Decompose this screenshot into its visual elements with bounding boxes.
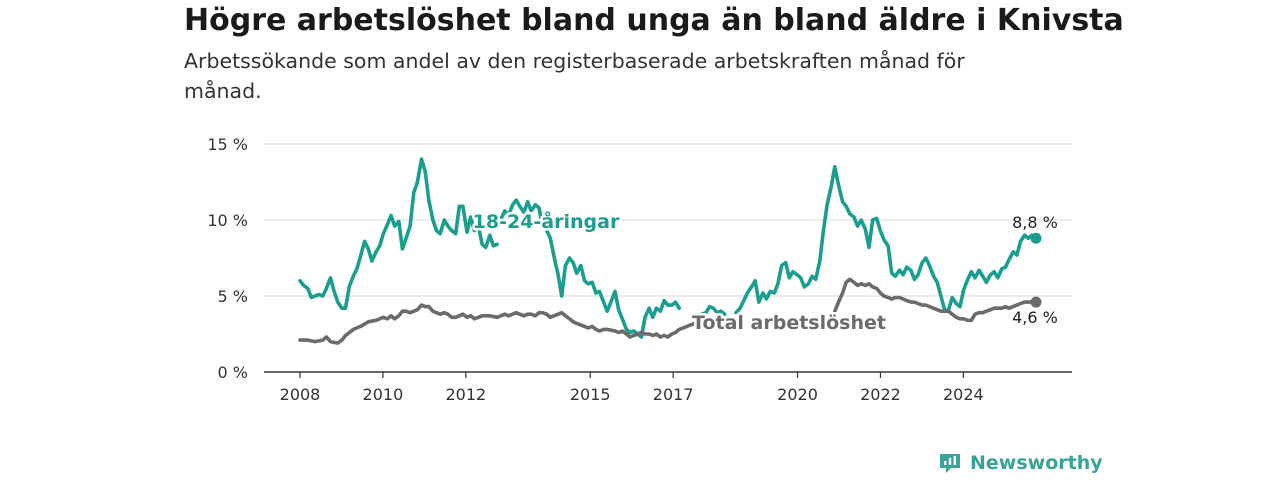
series-line-total bbox=[833, 277, 1038, 323]
chart-subtitle: Arbetssökande som andel av den registerb… bbox=[184, 49, 965, 103]
series-label-total-halo: Total arbetslöshet bbox=[692, 312, 886, 334]
x-tick-label: 2008 bbox=[280, 385, 321, 404]
series-label-18-24: 18-24-åringar bbox=[473, 209, 620, 233]
y-tick-label: 5 % bbox=[218, 287, 248, 306]
series-line-18-24 bbox=[700, 304, 727, 316]
x-tick-label: 2020 bbox=[777, 385, 818, 404]
x-tick-label: 2010 bbox=[363, 385, 404, 404]
newsworthy-logo-icon bbox=[940, 454, 960, 473]
end-label-18-24: 8,8 % bbox=[1012, 213, 1058, 232]
newsworthy-logo-text: Newsworthy bbox=[970, 452, 1103, 474]
y-tick-label: 0 % bbox=[218, 363, 248, 382]
chart-title: Högre arbetslöshet bland unga än bland ä… bbox=[184, 3, 1124, 38]
x-tick-label: 2012 bbox=[445, 385, 486, 404]
end-label-total: 4,6 % bbox=[1012, 308, 1058, 327]
newsworthy-logo[interactable]: Newsworthy bbox=[938, 448, 1103, 478]
series-end-point-18-24 bbox=[1030, 232, 1042, 244]
series-label-total: Total arbetslöshet bbox=[692, 312, 886, 334]
series-label-18-24-halo: 18-24-åringar bbox=[473, 209, 620, 233]
series-line-total bbox=[298, 303, 701, 345]
series-line-18-24 bbox=[544, 228, 681, 339]
line-chart: 0 % 5 % 10 % 15 % 2008 2010 2012 2015 2017 2020 20… bbox=[207, 135, 1072, 404]
x-tick-label: 2024 bbox=[943, 385, 984, 404]
series-line-18-24 bbox=[499, 198, 549, 230]
x-tick-label: 2017 bbox=[653, 385, 694, 404]
series-end-point-total bbox=[1030, 296, 1042, 308]
series-line-18-24 bbox=[734, 165, 1038, 315]
series-line-18-24 bbox=[298, 157, 499, 310]
x-tick-label: 2015 bbox=[570, 385, 611, 404]
y-tick-label: 15 % bbox=[207, 135, 248, 154]
y-tick-label: 10 % bbox=[207, 211, 248, 230]
x-tick-label: 2022 bbox=[860, 385, 901, 404]
